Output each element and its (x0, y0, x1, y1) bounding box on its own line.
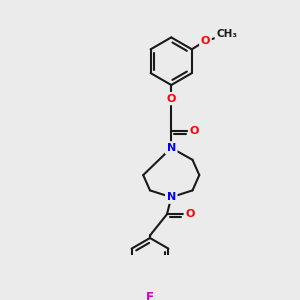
Text: O: O (167, 94, 176, 103)
Text: N: N (167, 192, 176, 202)
Text: O: O (201, 36, 210, 46)
Text: CH₃: CH₃ (216, 29, 237, 39)
Text: O: O (190, 126, 199, 136)
Text: O: O (185, 209, 195, 219)
Text: N: N (167, 143, 176, 153)
Text: F: F (146, 291, 154, 300)
